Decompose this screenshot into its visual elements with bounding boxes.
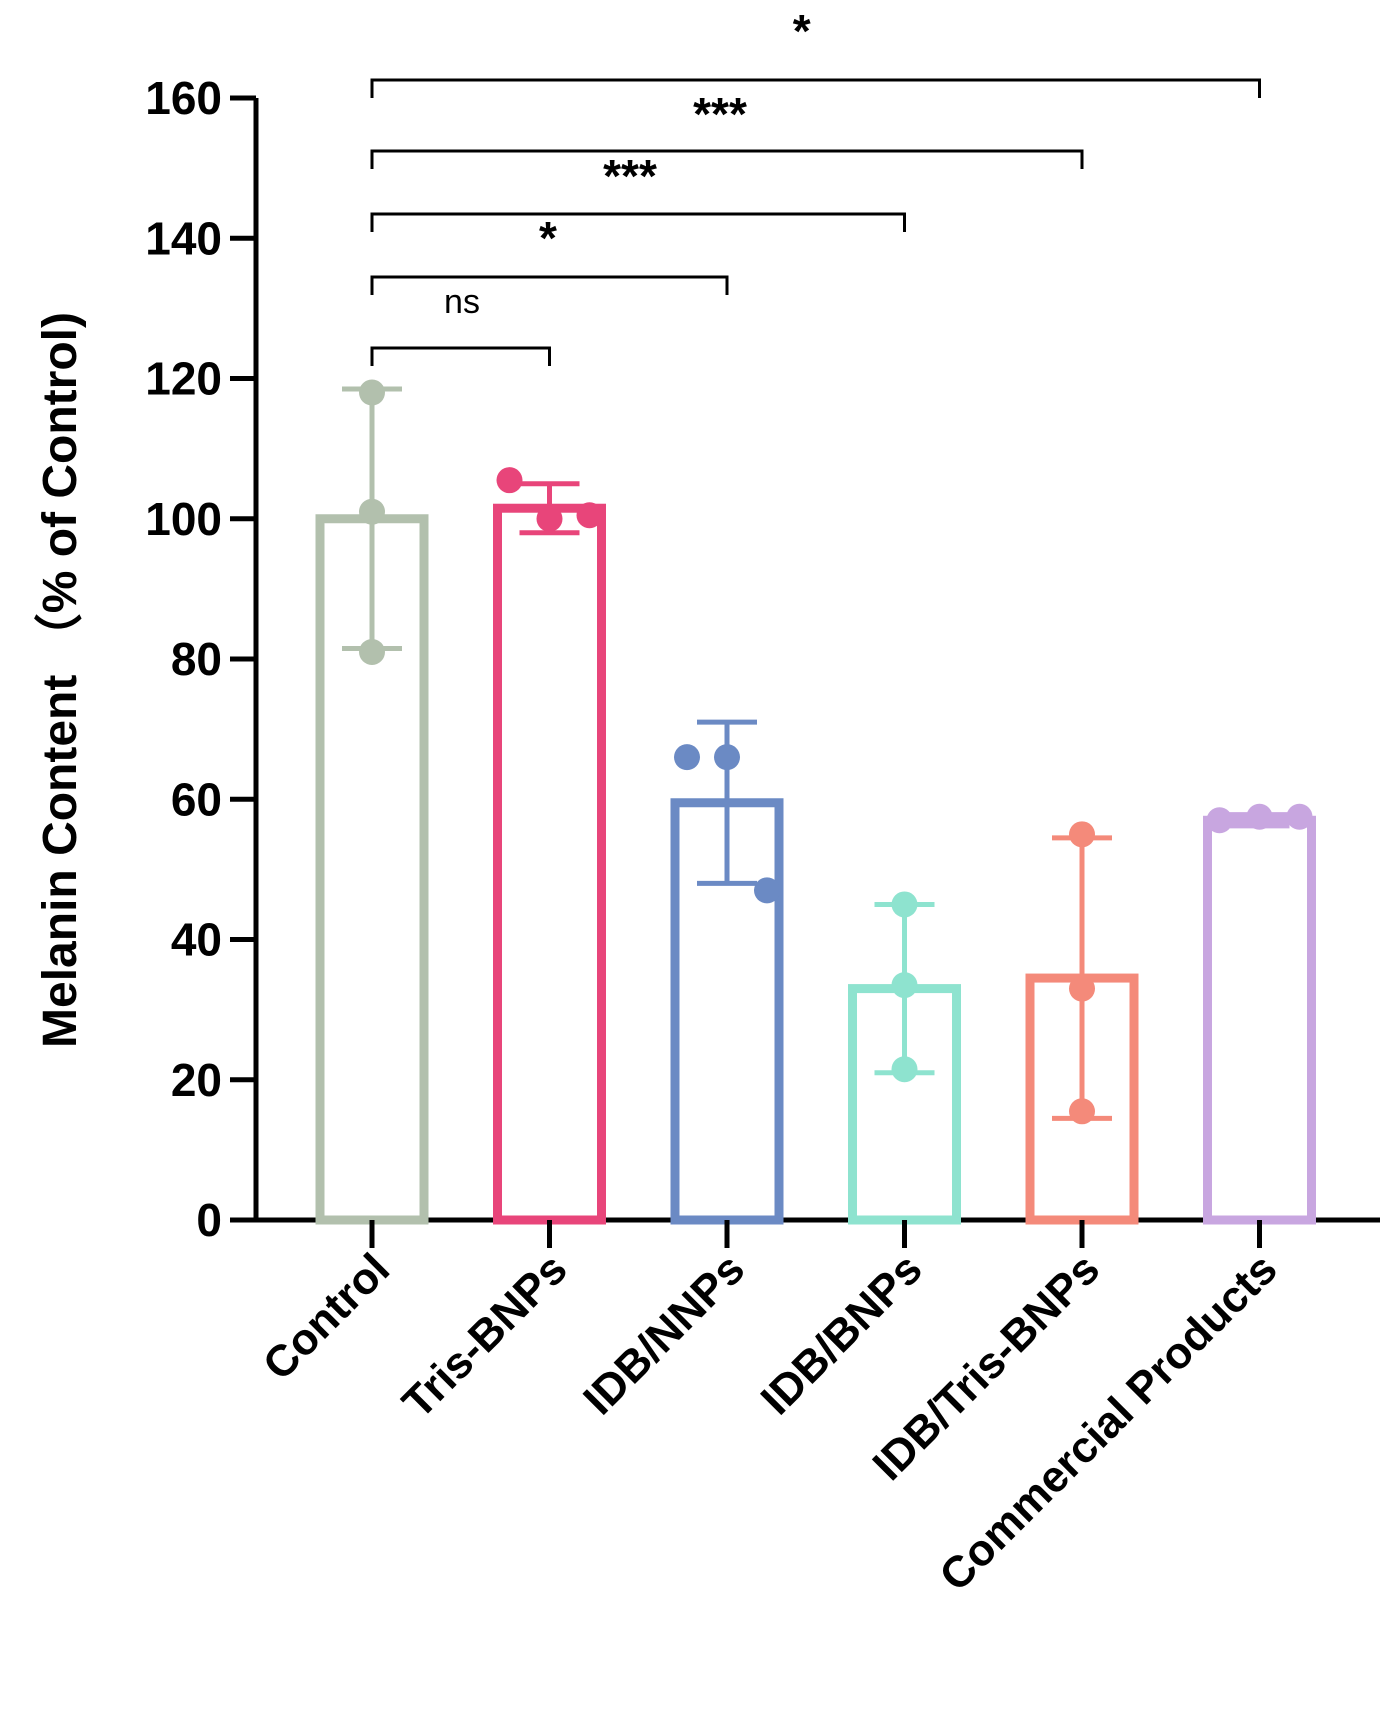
significance-label: *** xyxy=(603,150,657,202)
data-point xyxy=(359,638,385,665)
bar-commercial-products xyxy=(1203,815,1316,1225)
bar-tris-bnps xyxy=(493,503,606,1225)
data-point xyxy=(1069,821,1095,848)
data-point xyxy=(536,505,563,532)
data-point xyxy=(496,467,523,494)
significance-label: *** xyxy=(693,88,747,140)
y-axis-label: Melanin Content （% of Control) xyxy=(34,312,87,1048)
data-point xyxy=(1246,803,1273,830)
significance-bracket xyxy=(370,149,1084,169)
significance-label: * xyxy=(539,212,557,264)
significance-label: ns xyxy=(444,283,480,321)
significance-label: * xyxy=(793,5,811,57)
y-tick-label: 20 xyxy=(171,1054,222,1106)
significance-bracket xyxy=(370,275,729,295)
data-point xyxy=(891,891,918,918)
data-point xyxy=(1069,975,1095,1002)
x-tick-label: Commercial Products xyxy=(930,1244,1286,1600)
y-tick-label: 0 xyxy=(196,1194,222,1246)
y-tick-label: 120 xyxy=(145,353,222,405)
y-tick-label: 140 xyxy=(145,212,222,264)
data-point xyxy=(576,502,603,529)
y-tick-label: 60 xyxy=(171,773,222,825)
y-tick-label: 40 xyxy=(171,914,222,966)
x-tick-label: Control xyxy=(254,1244,399,1389)
y-tick-label: 80 xyxy=(171,633,222,685)
data-point xyxy=(714,744,740,771)
data-point xyxy=(1069,1098,1095,1125)
x-tick-label: IDB/NNPs xyxy=(574,1244,754,1424)
y-tick-label: 100 xyxy=(145,493,222,545)
significance-bracket xyxy=(370,346,551,366)
significance-bracket xyxy=(370,212,906,232)
data-point xyxy=(891,972,918,999)
data-point xyxy=(754,877,780,904)
x-tick-label: IDB/BNPs xyxy=(752,1244,932,1424)
data-point xyxy=(359,379,385,406)
y-tick-label: 160 xyxy=(145,72,222,124)
data-point xyxy=(674,744,700,771)
data-point xyxy=(891,1056,918,1083)
data-point xyxy=(1206,807,1233,834)
significance-bracket xyxy=(370,78,1261,98)
x-tick-label: Tris-BNPs xyxy=(393,1244,576,1427)
data-point xyxy=(1286,803,1313,830)
data-point xyxy=(359,498,385,525)
